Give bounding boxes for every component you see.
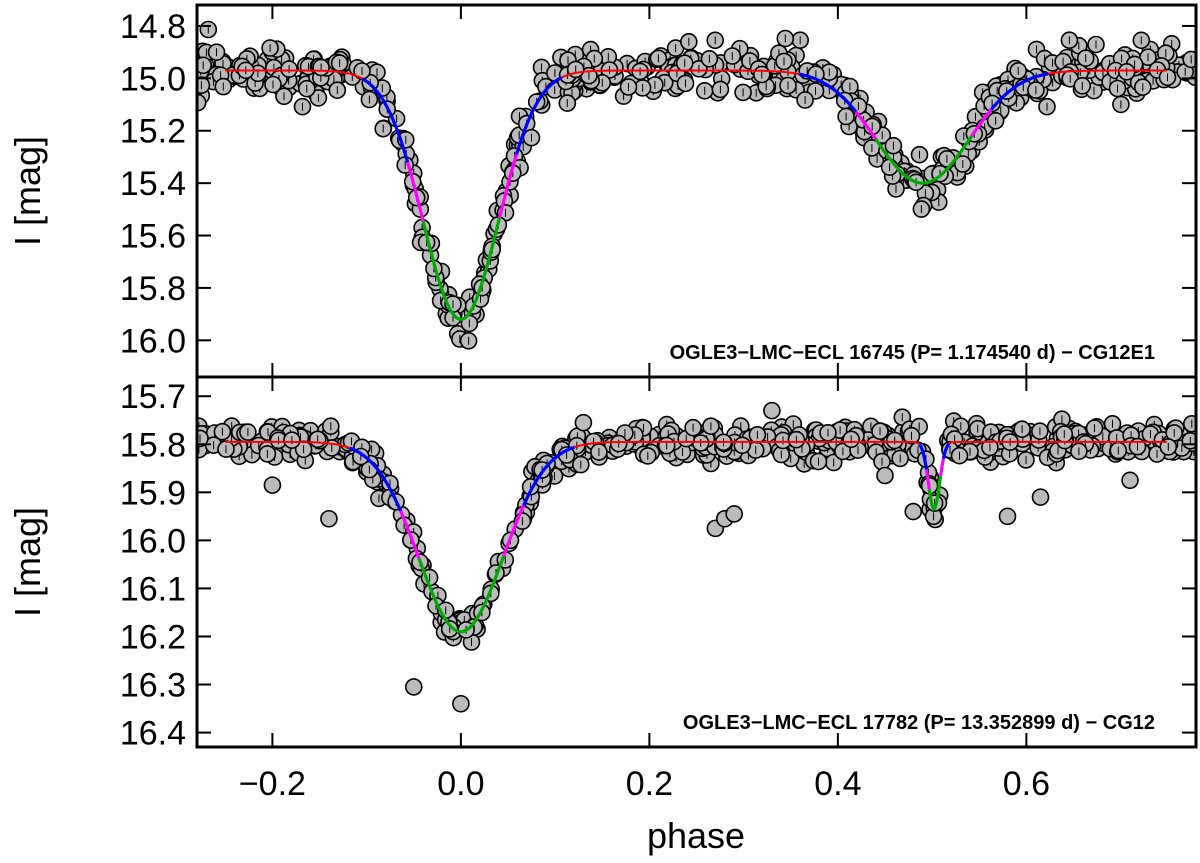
y-tick-label: 16.3 bbox=[120, 667, 186, 705]
y-tick-label: 15.9 bbox=[120, 474, 186, 512]
top-panel: 14.8 15.0 15.2 15.4 15.6 15.8 16.0 OGLE3−LMC−E… bbox=[120, 5, 1196, 377]
y-tick-label: 15.2 bbox=[120, 113, 186, 151]
outlier-point bbox=[263, 476, 282, 494]
x-tick-label: 0.2 bbox=[626, 765, 673, 803]
model-segment bbox=[225, 440, 351, 449]
outlier-point bbox=[763, 401, 781, 420]
bottom-plot-frame bbox=[195, 375, 1198, 749]
outlier-point bbox=[452, 694, 470, 713]
y-tick-label: 16.2 bbox=[120, 618, 186, 656]
model-segment bbox=[561, 69, 800, 79]
x-tick-label: 0.6 bbox=[1003, 765, 1050, 803]
model-segment bbox=[514, 76, 563, 155]
x-axis: −0.2 0.0 0.2 0.4 0.6 bbox=[239, 377, 1050, 803]
data-point bbox=[1182, 50, 1196, 69]
outlier-point bbox=[574, 413, 593, 432]
bottom-panel-label: OGLE3−LMC−ECL 17782 (P= 13.352899 d) − C… bbox=[683, 712, 1155, 734]
y-tick-label: 16.0 bbox=[120, 522, 186, 560]
model-segment bbox=[798, 72, 858, 113]
model-segment bbox=[361, 77, 410, 163]
data-point bbox=[197, 56, 212, 75]
y-tick-label: 15.8 bbox=[120, 426, 186, 464]
model-segment bbox=[522, 445, 576, 507]
model-segment bbox=[349, 446, 403, 512]
outlier-point bbox=[404, 678, 423, 696]
outlier-point bbox=[876, 466, 894, 485]
model-segment bbox=[406, 161, 425, 222]
y-tick-label: 16.0 bbox=[120, 322, 186, 360]
y-tick-label: 14.8 bbox=[120, 8, 186, 46]
model-segment bbox=[941, 442, 951, 459]
model-segment bbox=[502, 504, 526, 557]
bottom-y-axis-label: I [mag] bbox=[7, 507, 48, 617]
x-tick-label: −0.2 bbox=[239, 765, 306, 803]
top-y-axis: 14.8 15.0 15.2 15.4 15.6 15.8 16.0 bbox=[120, 5, 1196, 377]
bottom-panel: 15.7 15.8 15.9 16.0 16.1 16.2 16.3 16.4 −0.2 0.0… bbox=[120, 377, 1196, 803]
y-tick-label: 15.8 bbox=[120, 270, 186, 308]
model-segment bbox=[970, 108, 993, 137]
outlier-point bbox=[725, 505, 743, 523]
model-segment bbox=[939, 458, 945, 477]
top-panel-label: OGLE3−LMC−ECL 16745 (P= 1.174540 d) − CG… bbox=[670, 342, 1155, 364]
x-tick-label: 0.0 bbox=[437, 765, 484, 803]
bottom-observations bbox=[197, 401, 1196, 713]
model-segment bbox=[574, 440, 921, 449]
y-tick-label: 15.7 bbox=[120, 378, 186, 416]
model-segment bbox=[399, 510, 421, 559]
model-segment bbox=[948, 440, 1167, 445]
model-segment bbox=[924, 469, 931, 490]
top-observations bbox=[197, 20, 1196, 350]
data-point bbox=[197, 76, 211, 94]
y-tick-label: 16.1 bbox=[120, 570, 186, 608]
x-tick-label: 0.4 bbox=[814, 765, 861, 803]
outlier-point bbox=[1031, 488, 1050, 506]
model-segment bbox=[225, 69, 363, 80]
model-segment bbox=[874, 135, 974, 185]
model-segment bbox=[854, 110, 877, 140]
y-tick-label: 15.4 bbox=[120, 165, 186, 203]
model-segment bbox=[927, 475, 943, 512]
outlier-point bbox=[998, 507, 1017, 526]
y-tick-label: 15.0 bbox=[120, 60, 186, 98]
bottom-model-curve bbox=[225, 440, 1167, 634]
model-segment bbox=[497, 153, 519, 219]
outlier-point bbox=[320, 509, 338, 528]
model-segment bbox=[417, 555, 506, 634]
bottom-y-axis: 15.7 15.8 15.9 16.0 16.1 16.2 16.3 16.4 bbox=[120, 378, 1196, 753]
data-point bbox=[1183, 415, 1196, 433]
model-segment bbox=[1047, 69, 1167, 75]
x-axis-label: phase bbox=[647, 815, 745, 856]
top-y-axis-label: I [mag] bbox=[7, 136, 48, 246]
top-model-curve bbox=[225, 69, 1167, 321]
model-segment bbox=[990, 72, 1049, 111]
model-segment bbox=[421, 217, 502, 321]
y-tick-label: 16.4 bbox=[120, 715, 186, 753]
outlier-point bbox=[1121, 471, 1139, 490]
outlier-point bbox=[904, 502, 923, 521]
y-tick-label: 15.6 bbox=[120, 218, 186, 256]
model-segment bbox=[918, 443, 929, 470]
